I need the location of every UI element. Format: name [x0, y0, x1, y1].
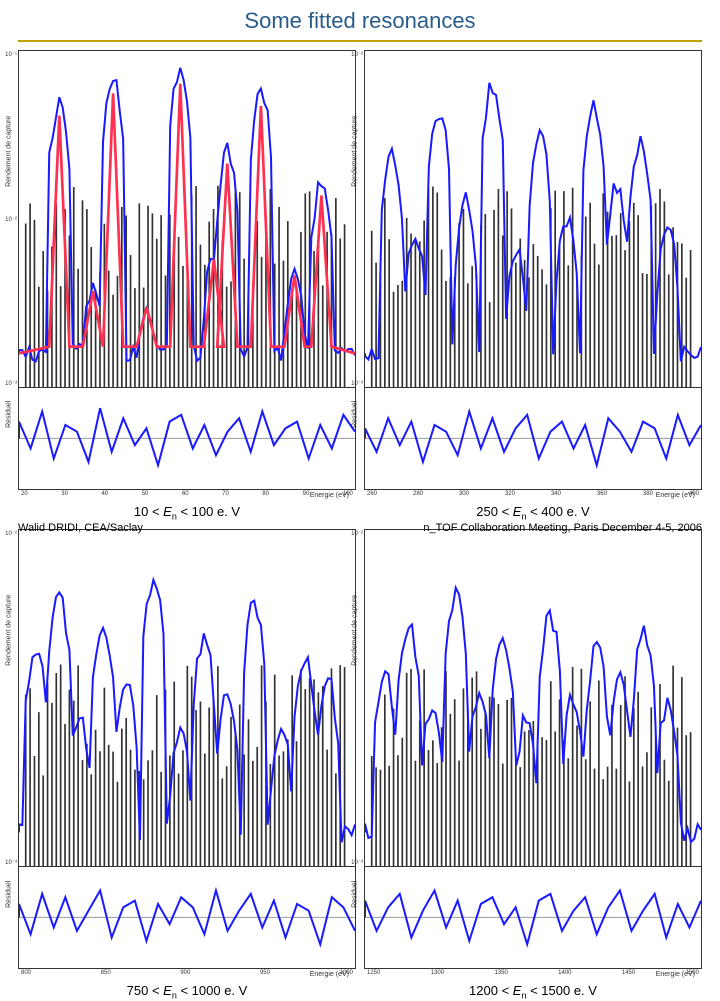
main-plot-2: Rendement de capture 10⁻²10⁻³ — [18, 529, 356, 867]
footer-left: Walid DRIDI, CEA/Saclay — [18, 522, 143, 534]
xticks-2: 8008509009501000 — [19, 970, 355, 976]
xticks-0: 2030405060708090100 — [19, 491, 355, 497]
panel-3: Rendement de capture 10⁻²10⁻³ Residuel E… — [364, 529, 702, 1000]
caption-3: 1200 < En < 1500 e. V — [364, 983, 702, 1001]
footer: Walid DRIDI, CEA/Saclay n_TOF Collaborat… — [18, 522, 702, 534]
plot-grid: Rendement de capture 10⁻¹10⁻²10⁻³ Residu… — [0, 42, 720, 482]
caption-0: 10 < En < 100 e. V — [18, 504, 356, 522]
slide-title: Some fitted resonances — [0, 0, 720, 34]
yticks-2: 10⁻²10⁻³ — [7, 530, 17, 866]
plot-svg-0 — [19, 51, 355, 387]
res-svg-1 — [365, 388, 701, 489]
yticks-3: 10⁻²10⁻³ — [353, 530, 363, 866]
ylabel-res: Residuel — [6, 401, 13, 428]
main-plot-0: Rendement de capture 10⁻¹10⁻²10⁻³ — [18, 50, 356, 388]
residual-plot-3: Residuel Energie (eV) 125013001350140014… — [364, 867, 702, 969]
panel-1: Rendement de capture 10⁻²10⁻³ Residuel E… — [364, 50, 702, 521]
plot-svg-3 — [365, 530, 701, 866]
plot-svg-2 — [19, 530, 355, 866]
res-svg-0 — [19, 388, 355, 489]
res-svg-3 — [365, 867, 701, 968]
res-svg-2 — [19, 867, 355, 968]
residual-plot-1: Residuel Energie (eV) 260280300320340360… — [364, 388, 702, 490]
yticks-0: 10⁻¹10⁻²10⁻³ — [7, 51, 17, 387]
ylabel-res: Residuel — [352, 401, 359, 428]
panel-0: Rendement de capture 10⁻¹10⁻²10⁻³ Residu… — [18, 50, 356, 521]
ylabel-res: Residuel — [352, 880, 359, 907]
xticks-3: 125013001350140014501500 — [365, 970, 701, 976]
residual-plot-2: Residuel Energie (eV) 8008509009501000 — [18, 867, 356, 969]
xticks-1: 260280300320340360380400 — [365, 491, 701, 497]
panel-2: Rendement de capture 10⁻²10⁻³ Residuel E… — [18, 529, 356, 1000]
yticks-1: 10⁻²10⁻³ — [353, 51, 363, 387]
main-plot-1: Rendement de capture 10⁻²10⁻³ — [364, 50, 702, 388]
main-plot-3: Rendement de capture 10⁻²10⁻³ — [364, 529, 702, 867]
ylabel-res: Residuel — [6, 880, 13, 907]
caption-2: 750 < En < 1000 e. V — [18, 983, 356, 1001]
residual-plot-0: Residuel Energie (eV) 203040506070809010… — [18, 388, 356, 490]
footer-right: n_TOF Collaboration Meeting, Paris Decem… — [423, 522, 702, 534]
plot-svg-1 — [365, 51, 701, 387]
caption-1: 250 < En < 400 e. V — [364, 504, 702, 522]
